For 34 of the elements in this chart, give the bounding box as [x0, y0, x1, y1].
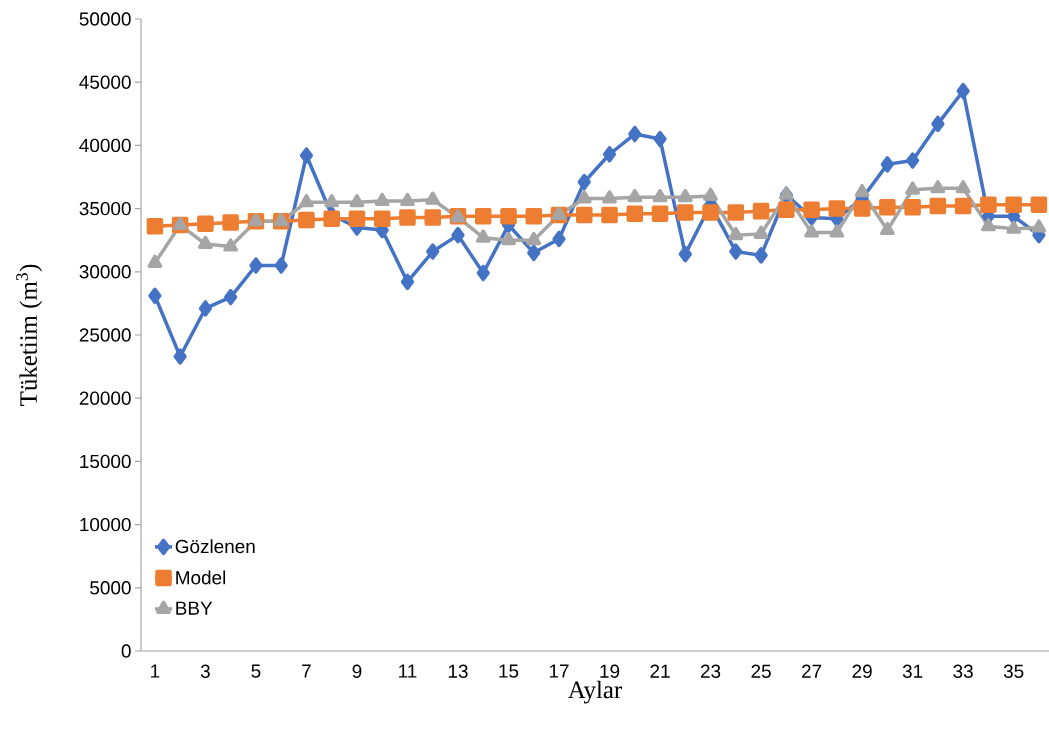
x-tick-label: 27: [802, 664, 822, 678]
y-tick-label: 5000: [90, 581, 131, 595]
x-tick-label: 5: [251, 664, 261, 678]
x-tick-label: 25: [751, 664, 771, 678]
x-tick-label: 31: [902, 664, 923, 678]
y-tick-label: 30000: [79, 265, 131, 279]
y-axis-title: Tüketiim (m$^{3}$): [16, 264, 42, 406]
y-tick-label: 45000: [79, 75, 131, 89]
y-tick-label: 40000: [79, 138, 131, 153]
y-tick-label: 15000: [80, 454, 131, 469]
x-tick-label: 9: [352, 664, 362, 678]
x-tick-label: 11: [399, 664, 417, 678]
x-tick-label: 29: [852, 664, 872, 678]
x-axis-title: Aylar: [568, 680, 623, 704]
legend-label: BBY: [176, 601, 213, 615]
x-tick-label: 35: [1003, 664, 1024, 678]
y-tick-label: 20000: [79, 391, 131, 405]
x-tick-label: 19: [600, 664, 620, 678]
x-tick-label: 33: [953, 664, 973, 678]
y-tick-label: 35000: [79, 201, 131, 216]
legend-label: Gözlenen: [175, 539, 255, 554]
x-tick-label: 23: [700, 664, 721, 678]
y-tick-label: 25000: [79, 328, 131, 342]
y-tick-label: 50000: [79, 12, 131, 26]
x-tick-label: 3: [200, 664, 210, 678]
y-tick-label: 10000: [80, 517, 131, 532]
x-tick-label: 15: [499, 664, 519, 678]
x-tick-label: 21: [650, 664, 670, 678]
x-tick-label: 17: [549, 664, 569, 678]
legend-label: Model: [176, 570, 226, 585]
x-tick-label: 1: [151, 664, 160, 678]
x-tick-label: 13: [448, 664, 468, 678]
y-tick-label: 0: [121, 644, 131, 658]
x-tick-label: 7: [302, 664, 311, 678]
